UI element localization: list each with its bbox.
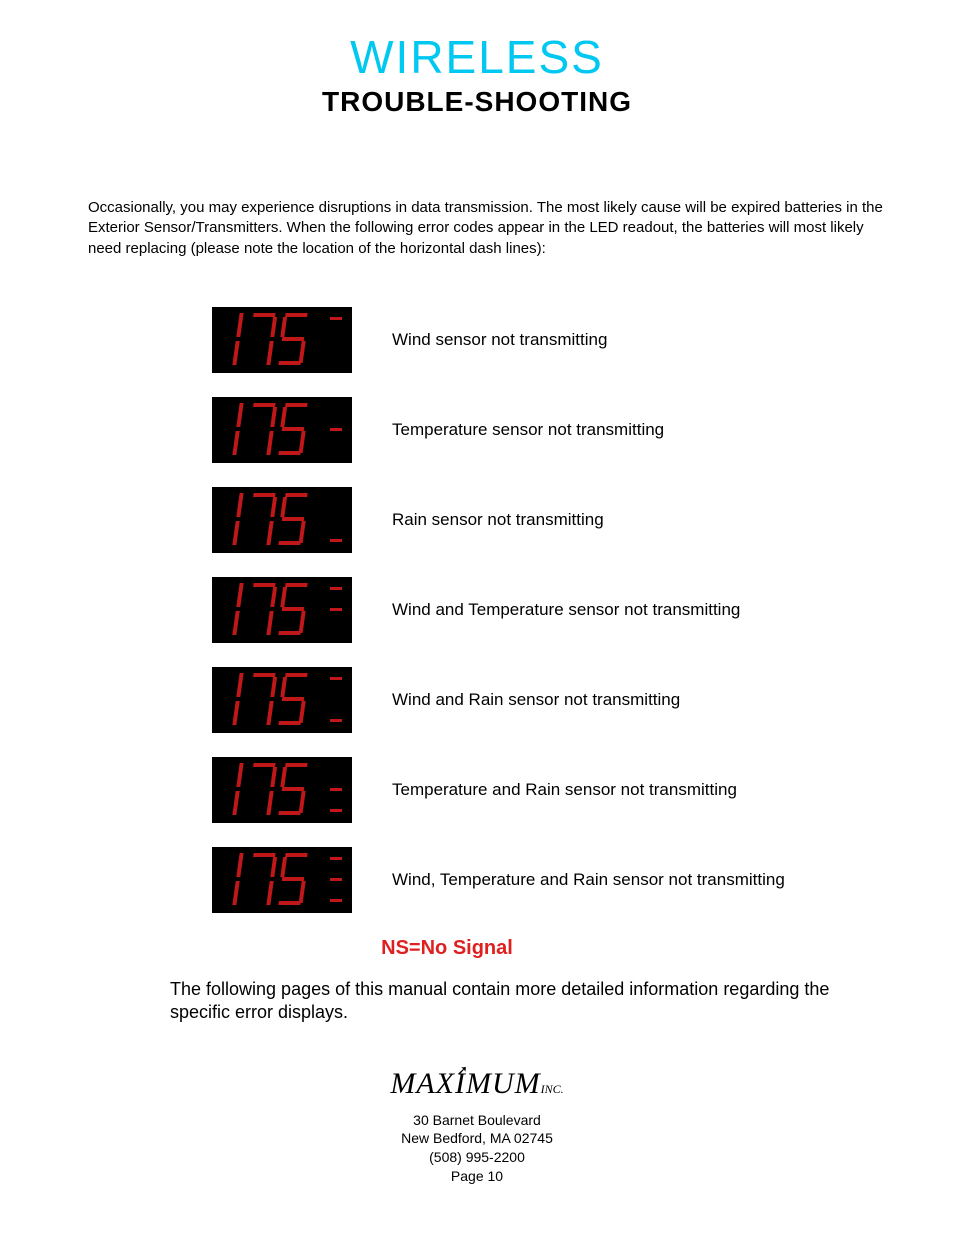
error-row: Wind and Rain sensor not transmitting [212, 667, 954, 733]
company-phone: (508) 995-2200 [0, 1148, 954, 1167]
address-line-1: 30 Barnet Boulevard [0, 1111, 954, 1130]
led-display [212, 487, 352, 553]
led-digits [216, 669, 310, 734]
logo-arrow-icon: ➚ [456, 1063, 469, 1080]
dash-mid-icon [330, 608, 342, 611]
dash-mid-icon [330, 428, 342, 431]
followup-paragraph: The following pages of this manual conta… [170, 978, 854, 1025]
error-description: Wind and Temperature sensor not transmit… [392, 600, 740, 620]
led-dash-column [328, 577, 344, 643]
dash-top-icon [330, 857, 342, 860]
title-sub: TROUBLE-SHOOTING [0, 86, 954, 118]
led-dash-column [328, 667, 344, 733]
error-row: Rain sensor not transmitting [212, 487, 954, 553]
led-digits [216, 849, 310, 914]
page-number: Page 10 [0, 1167, 954, 1186]
led-dash-column [328, 397, 344, 463]
error-row: Wind, Temperature and Rain sensor not tr… [212, 847, 954, 913]
led-display [212, 307, 352, 373]
led-digits [216, 309, 310, 374]
error-description: Wind sensor not transmitting [392, 330, 607, 350]
led-display [212, 757, 352, 823]
led-display [212, 577, 352, 643]
error-row: Temperature sensor not transmitting [212, 397, 954, 463]
company-address: 30 Barnet Boulevard New Bedford, MA 0274… [0, 1111, 954, 1187]
led-digits [216, 759, 310, 824]
led-dash-column [328, 847, 344, 913]
dash-bot-icon [330, 809, 342, 812]
led-digits [216, 579, 310, 644]
dash-mid-icon [330, 878, 342, 881]
led-display [212, 847, 352, 913]
led-display [212, 667, 352, 733]
company-logo: ➚ MAXIMUMINC. [390, 1067, 563, 1101]
intro-paragraph: Occasionally, you may experience disrupt… [88, 198, 884, 259]
dash-top-icon [330, 317, 342, 320]
error-description: Wind and Rain sensor not transmitting [392, 690, 680, 710]
company-footer: ➚ MAXIMUMINC. 30 Barnet Boulevard New Be… [0, 1067, 954, 1187]
led-dash-column [328, 307, 344, 373]
error-code-table: Wind sensor not transmitting Temperature … [212, 307, 954, 913]
led-dash-column [328, 487, 344, 553]
no-signal-legend: NS=No Signal [0, 937, 894, 960]
led-dash-column [328, 757, 344, 823]
error-description: Rain sensor not transmitting [392, 510, 604, 530]
led-display [212, 397, 352, 463]
dash-bot-icon [330, 539, 342, 542]
dash-mid-icon [330, 788, 342, 791]
dash-top-icon [330, 677, 342, 680]
error-description: Temperature and Rain sensor not transmit… [392, 780, 737, 800]
error-row: Temperature and Rain sensor not transmit… [212, 757, 954, 823]
error-row: Wind and Temperature sensor not transmit… [212, 577, 954, 643]
logo-suffix-text: INC. [541, 1082, 564, 1096]
title-main: WIRELESS [0, 30, 954, 84]
dash-top-icon [330, 587, 342, 590]
address-line-2: New Bedford, MA 02745 [0, 1129, 954, 1148]
error-description: Temperature sensor not transmitting [392, 420, 664, 440]
dash-bot-icon [330, 719, 342, 722]
led-digits [216, 489, 310, 554]
error-description: Wind, Temperature and Rain sensor not tr… [392, 870, 785, 890]
dash-bot-icon [330, 899, 342, 902]
error-row: Wind sensor not transmitting [212, 307, 954, 373]
led-digits [216, 399, 310, 464]
